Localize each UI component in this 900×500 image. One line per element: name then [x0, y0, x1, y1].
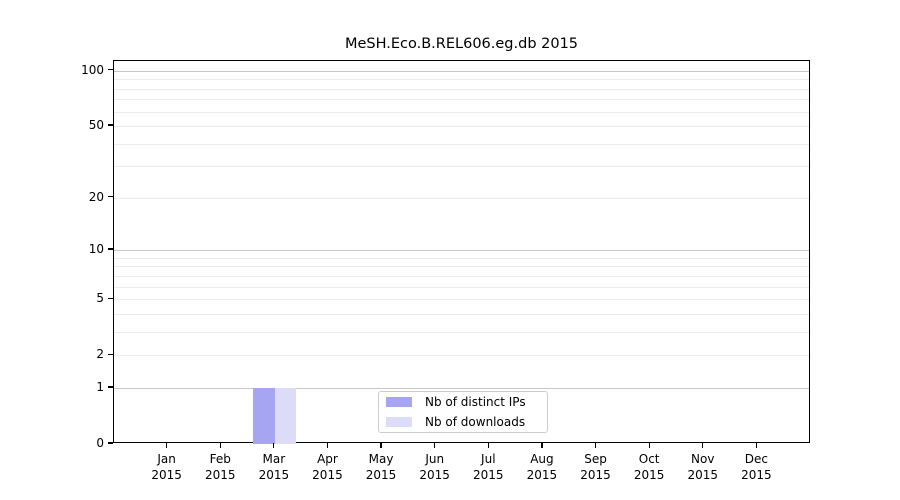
gridline-minor	[114, 166, 809, 168]
x-axis-tick-label: Dec 2015	[721, 452, 791, 483]
y-axis-tick-label: 100	[81, 62, 104, 77]
y-tick	[108, 124, 113, 126]
x-tick-month: Dec	[744, 452, 768, 466]
x-tick-year: 2015	[204, 467, 236, 482]
y-axis-tick-label: 1	[96, 379, 104, 394]
x-tick	[594, 443, 597, 448]
x-tick-year: 2015	[151, 467, 182, 482]
y-axis-tick-label: 20	[88, 189, 104, 204]
gridline-minor	[114, 197, 809, 199]
y-axis-tick-label: 10	[88, 242, 104, 257]
gridline-major	[114, 250, 809, 252]
x-tick-year: 2015	[365, 467, 397, 482]
plot-area	[113, 60, 810, 444]
x-axis-tick-label: Oct 2015	[614, 452, 684, 483]
y-tick	[108, 297, 113, 299]
y-tick	[108, 196, 113, 198]
y-axis-tick-label: 50	[88, 118, 104, 133]
legend-swatch-downloads	[386, 417, 412, 427]
x-axis-tick-label: Sep 2015	[561, 452, 631, 483]
x-tick-month: Mar	[262, 452, 286, 466]
gridline-minor	[114, 275, 809, 277]
x-tick	[434, 443, 436, 448]
x-tick-month: Jan	[157, 452, 176, 466]
x-tick-year: 2015	[419, 467, 450, 482]
x-axis-tick-label: Aug 2015	[507, 452, 577, 483]
x-axis-tick-label: Jul 2015	[453, 452, 523, 483]
x-tick-month: Feb	[209, 452, 231, 466]
x-tick-month: May	[368, 452, 394, 466]
x-axis-tick-label: Jan 2015	[132, 452, 202, 483]
bar-nb-of-distinct-ips-mar	[253, 387, 275, 444]
y-tick	[108, 386, 113, 388]
x-tick	[166, 443, 168, 448]
gridline-minor	[114, 355, 809, 357]
bar-nb-of-downloads-mar	[274, 387, 297, 444]
x-tick-year: 2015	[473, 467, 504, 482]
x-tick-year: 2015	[258, 467, 290, 482]
x-tick-month: Apr	[317, 452, 338, 466]
x-axis-tick-label: Mar 2015	[239, 452, 309, 483]
x-axis-tick-label: Apr 2015	[292, 452, 362, 483]
gridline-major	[114, 70, 809, 72]
gridline-minor	[114, 266, 809, 268]
x-tick	[755, 443, 757, 448]
x-tick-month: Jul	[481, 452, 496, 466]
gridline-minor	[114, 313, 809, 315]
gridline-minor	[114, 299, 809, 301]
x-tick-month: Aug	[530, 452, 554, 466]
gridline-minor	[114, 99, 809, 101]
legend-item-distinct-ips: Nb of distinct IPs	[386, 392, 547, 412]
x-axis-tick-label: Nov 2015	[668, 452, 738, 483]
x-tick-month: Nov	[691, 452, 715, 466]
x-tick-month: Sep	[584, 452, 607, 466]
legend-label-distinct-ips: Nb of distinct IPs	[425, 395, 526, 409]
gridline-minor	[114, 286, 809, 288]
x-axis-tick-label: May 2015	[346, 452, 416, 483]
chart-title: MeSH.Eco.B.REL606.eg.db 2015	[344, 36, 579, 52]
x-tick	[648, 443, 650, 448]
x-tick	[219, 443, 221, 448]
y-tick	[108, 69, 113, 71]
gridline-minor	[114, 331, 809, 333]
gridline-minor	[114, 126, 809, 128]
gridline-minor	[114, 143, 809, 145]
x-tick-month: Jun	[425, 452, 445, 466]
x-tick	[541, 443, 543, 448]
y-axis-tick-label: 2	[96, 347, 104, 362]
x-tick-month: Oct	[638, 452, 660, 466]
y-tick	[108, 248, 113, 250]
x-tick-year: 2015	[633, 467, 665, 482]
x-tick-year: 2015	[312, 467, 343, 482]
x-axis-tick-label: Feb 2015	[185, 452, 255, 483]
y-tick	[108, 353, 113, 355]
x-tick	[326, 443, 329, 448]
y-tick	[108, 442, 113, 444]
legend: Nb of distinct IPs Nb of downloads	[378, 391, 548, 433]
y-axis-tick-label: 5	[96, 291, 104, 306]
x-tick	[702, 443, 704, 448]
x-tick	[273, 443, 275, 448]
gridline-minor	[114, 88, 809, 90]
x-tick-year: 2015	[687, 467, 719, 482]
legend-item-downloads: Nb of downloads	[386, 412, 547, 432]
x-tick-year: 2015	[741, 467, 772, 482]
x-axis-tick-label: Jun 2015	[400, 452, 470, 483]
y-axis-tick-label: 0	[96, 436, 104, 450]
gridline-minor	[114, 111, 809, 113]
x-tick	[380, 443, 382, 448]
legend-label-downloads: Nb of downloads	[425, 415, 526, 429]
gridline-minor	[114, 257, 809, 259]
x-tick-year: 2015	[580, 467, 611, 482]
gridline-minor	[114, 79, 809, 81]
gridline-major	[114, 387, 809, 389]
legend-swatch-distinct-ips	[386, 397, 412, 407]
x-tick-year: 2015	[526, 467, 558, 482]
x-tick	[487, 443, 489, 448]
